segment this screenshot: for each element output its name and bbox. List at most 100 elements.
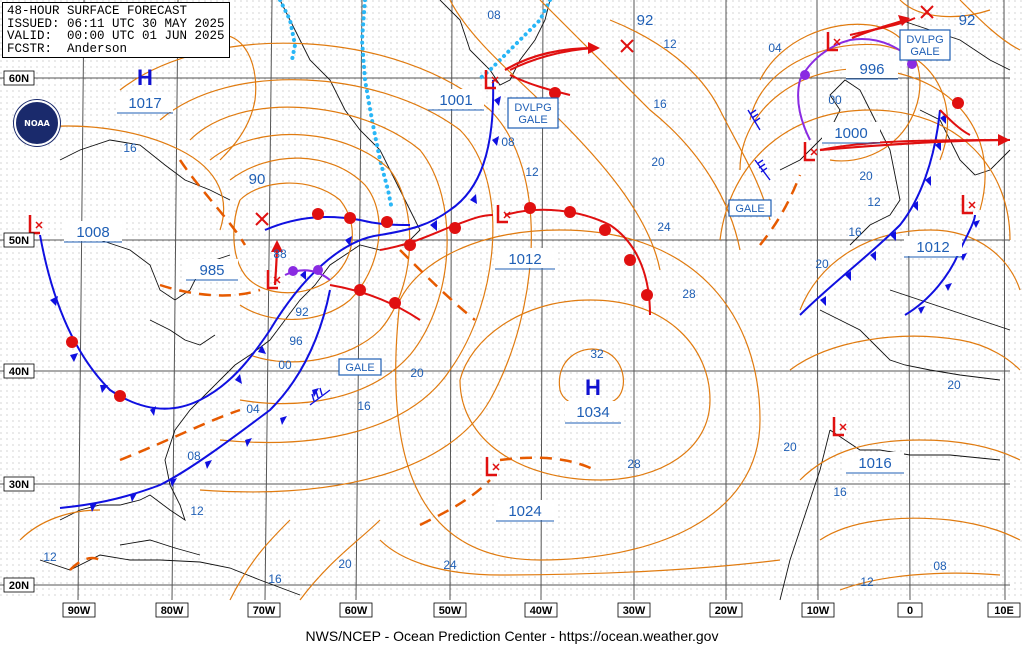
lon-label: 10E (994, 605, 1014, 617)
wind-barbs (309, 109, 771, 406)
warning-label: GALE (735, 203, 764, 215)
isobar-label: 28 (627, 457, 641, 471)
low-pressure-label: 985 (199, 262, 224, 279)
noaa-logo-text: NOAA (24, 118, 50, 128)
low-symbol (485, 457, 497, 477)
low-symbol (826, 32, 838, 52)
isobar-labels: 08 92 12 04 92 16 16 00 20 12 08 24 90 8… (43, 8, 975, 589)
warning-label: GALE (345, 362, 374, 374)
isobar-label: 20 (338, 557, 352, 571)
lon-label: 40W (530, 605, 553, 617)
warm-front-bumps (66, 87, 964, 402)
isobar-label: 12 (43, 550, 57, 564)
isobars (19, 0, 1021, 601)
isobar-label: 04 (768, 41, 782, 55)
lat-label: 60N (9, 73, 29, 85)
isobar-label: 92 (637, 12, 654, 29)
low-symbol (484, 70, 496, 90)
isobar-label: 20 (651, 155, 665, 169)
isobar-label: 24 (657, 220, 671, 234)
occluded-symbols (288, 59, 917, 276)
isobar-label: 28 (682, 287, 696, 301)
warning-label: DVLPG GALE (514, 102, 551, 126)
low-symbol (496, 205, 508, 224)
lon-label: 10W (807, 605, 830, 617)
lon-label: 50W (439, 605, 462, 617)
low-x-marks (35, 38, 976, 471)
isobar-label: 16 (357, 399, 371, 413)
forecast-header: 48-HOUR SURFACE FORECAST ISSUED: 06:11 UT… (2, 2, 230, 58)
isobar-label: 20 (947, 378, 961, 392)
low-pressure-label: 1001 (439, 92, 472, 109)
arrow-heads (271, 15, 1010, 252)
isobar-label: 20 (859, 169, 873, 183)
isobar-label: 12 (860, 575, 874, 589)
isobar-label: 88 (273, 247, 287, 261)
cold-front-barbs (50, 96, 980, 512)
low-pressure-label: 1000 (834, 125, 867, 142)
lon-label: 30W (623, 605, 646, 617)
isobar-label: 00 (278, 358, 292, 372)
isobar-label: 16 (268, 572, 282, 586)
isobar-label: 32 (590, 347, 604, 361)
footer-credit: NWS/NCEP - Ocean Prediction Center - htt… (305, 628, 719, 644)
low-pressure-label: 1024 (508, 503, 541, 520)
isobar-label: 12 (525, 165, 539, 179)
low-symbols (28, 32, 973, 477)
isobar-label: 00 (828, 93, 842, 107)
isobar-label: 08 (933, 559, 947, 573)
ice-edge (278, 0, 552, 212)
low-pressure-label: 1016 (858, 455, 891, 472)
warning-boxes: DVLPG GALE DVLPG GALE GALE GALE (338, 29, 951, 376)
low-symbol (832, 417, 844, 437)
low-pressure-label: 996 (859, 61, 884, 78)
noaa-logo: NOAA (14, 100, 60, 146)
low-symbol (803, 142, 815, 162)
forecast-title: 48-HOUR SURFACE FORECAST (7, 4, 188, 18)
low-pressure-label: 1008 (76, 224, 109, 241)
valid-time: VALID: 00:00 UTC 01 JUN 2025 (7, 29, 225, 43)
isobar-label: 12 (663, 37, 677, 51)
low-pressure-label: 1012 (916, 239, 949, 256)
lon-label: 70W (253, 605, 276, 617)
isobar-label: 90 (249, 171, 266, 188)
troughs (69, 159, 802, 571)
isobar-label: 16 (123, 141, 137, 155)
isobar-label: 08 (501, 135, 515, 149)
isobar-label: 20 (783, 440, 797, 454)
isobar-label: 04 (246, 402, 260, 416)
lat-label: 30N (9, 479, 29, 491)
isobar-label: 20 (815, 257, 829, 271)
low-pressure-labels: 1008 985 1001 1012 1024 996 1000 1012 10… (64, 58, 962, 522)
lon-label: 80W (161, 605, 184, 617)
high-pressure-label: 1017 (128, 95, 161, 112)
lat-label: 20N (9, 580, 29, 592)
isobar-label: 16 (833, 485, 847, 499)
isobar-label: 16 (848, 225, 862, 239)
isobar-label: 08 (487, 8, 501, 22)
isobar-label: 92 (959, 12, 976, 29)
high-letter: H (585, 375, 601, 400)
isobar-label: 12 (867, 195, 881, 209)
isobar-label: 96 (289, 334, 303, 348)
high-pressure-label: 1034 (576, 404, 609, 421)
latitude-labels: 60N 50N 40N 30N 20N (3, 70, 35, 593)
lon-label: 90W (68, 605, 91, 617)
lat-label: 40N (9, 366, 29, 378)
isobar-label: 24 (443, 558, 457, 572)
isobar-label: 16 (653, 97, 667, 111)
high-letter: H (137, 65, 153, 90)
lon-label: 0 (907, 605, 913, 617)
longitude-labels: 90W 80W 70W 60W 50W 40W 30W 20W 10W 0 10… (62, 602, 1021, 618)
isobar-label: 20 (410, 366, 424, 380)
isobar-label: 92 (295, 305, 309, 319)
issued-time: ISSUED: 06:11 UTC 30 MAY 2025 (7, 16, 225, 31)
lon-label: 20W (715, 605, 738, 617)
forecaster-name: FCSTR: Anderson (7, 41, 128, 56)
x-markers (255, 5, 934, 226)
warning-label: DVLPG GALE (906, 34, 943, 58)
isobar-label: 12 (190, 504, 204, 518)
high-pressure-centers: H 1017 H 1034 (117, 65, 621, 424)
